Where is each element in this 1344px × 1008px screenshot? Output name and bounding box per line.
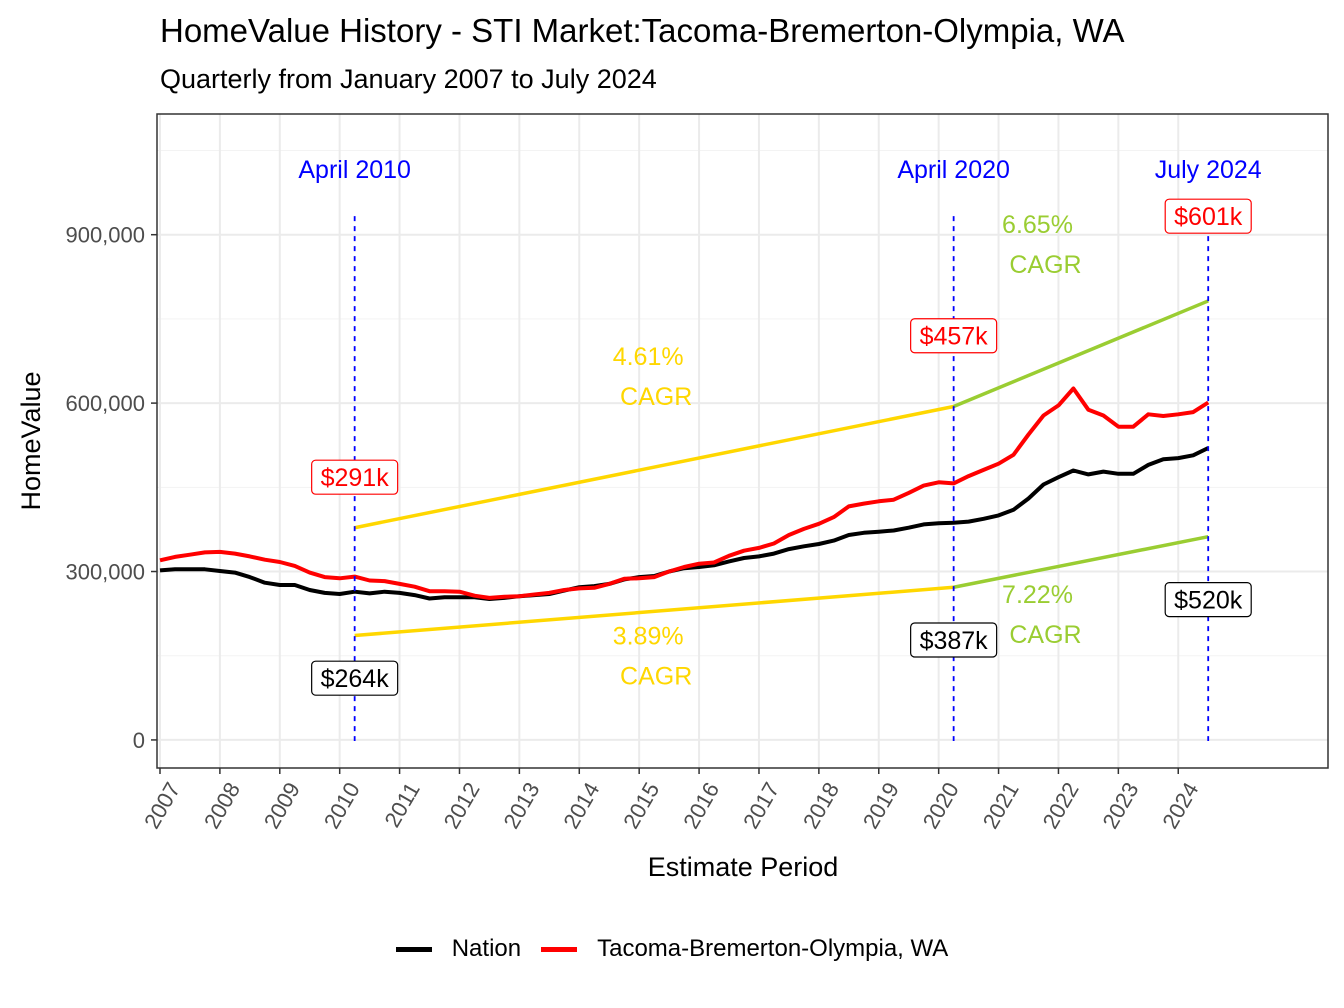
x-tick-label: 2021 [978, 778, 1024, 833]
date-marker-label-1: April 2020 [897, 156, 1010, 184]
value-label-box-2 [910, 318, 998, 354]
axes: 0 300,000 600,000 900,000 2007 2008 2009 2010 20… [65, 223, 1203, 833]
x-tick-label: 2007 [139, 778, 185, 833]
x-tick-label: 2022 [1038, 778, 1084, 833]
x-tick-label: 2015 [618, 778, 664, 833]
legend-item-market: Tacoma-Bremerton-Olympia, WA [541, 935, 948, 963]
cagr-trend-line-3 [953, 534, 1209, 589]
value-label-text-0: $291k [321, 464, 390, 492]
series-line-market [159, 386, 1210, 600]
x-tick-label: 2014 [558, 778, 604, 833]
chart-title: HomeValue History - STI Market:Tacoma-Br… [160, 12, 1125, 49]
x-tick-label: 2023 [1097, 778, 1143, 833]
chart-subtitle: Quarterly from January 2007 to July 2024 [160, 64, 657, 94]
x-tick-label: 2009 [259, 778, 305, 833]
legend-key-nation [395, 946, 432, 952]
value-label-text-3: $387k [920, 627, 989, 655]
cagr-trend-line-1 [952, 299, 1209, 409]
date-marker-label-2: July 2024 [1155, 156, 1262, 184]
date-marker-label-0: April 2010 [298, 156, 411, 184]
x-tick-label: 2017 [738, 778, 784, 833]
value-label-5: $520k [1164, 581, 1252, 618]
date-markers: April 2010 April 2020 July 2024 [298, 156, 1262, 741]
value-label-box-5 [1164, 581, 1252, 618]
grid [157, 114, 1328, 768]
y-tick-label: 300,000 [65, 560, 145, 585]
y-tick-label: 0 [133, 728, 145, 753]
x-tick-label: 2024 [1157, 778, 1203, 833]
x-tick-label: 2008 [199, 778, 245, 833]
y-tick-label: 900,000 [65, 223, 145, 248]
value-label-box-1 [311, 660, 399, 696]
x-tick-label: 2019 [858, 778, 904, 833]
cagr-pct-label-2: 6.65% [1002, 211, 1073, 239]
cagr-word-label-2: CAGR [1009, 251, 1081, 279]
x-axis-title: Estimate Period [648, 852, 839, 882]
value-label-box-4 [1164, 198, 1252, 234]
cagr-word-label-0: CAGR [620, 383, 692, 411]
cagr-trend-lines [354, 299, 1209, 638]
y-tick-label: 600,000 [65, 391, 145, 416]
value-label-text-4: $601k [1174, 203, 1243, 231]
chart-canvas: April 2010 April 2020 July 2024 $291k $264k… [16, 113, 1329, 882]
series-lines [159, 386, 1210, 601]
value-label-text-5: $520k [1174, 587, 1243, 615]
legend-label-nation: Nation [451, 935, 522, 962]
x-tick-label: 2010 [319, 778, 365, 833]
x-tick-label: 2020 [918, 778, 964, 833]
legend-label-market: Tacoma-Bremerton-Olympia, WA [597, 935, 949, 962]
legend-item-nation: Nation [395, 935, 522, 963]
x-tick-label: 2018 [798, 778, 844, 833]
x-tick-label: 2016 [678, 778, 724, 833]
value-label-text-1: $264k [321, 665, 390, 693]
x-tick-label: 2012 [439, 778, 485, 833]
value-label-box-3 [910, 622, 998, 658]
cagr-trend-line-2 [354, 585, 954, 638]
value-label-3: $387k [910, 622, 998, 658]
value-label-box-0 [311, 459, 399, 495]
cagr-word-label-1: CAGR [620, 663, 692, 691]
panel-border [156, 113, 1329, 769]
x-tick-label: 2011 [379, 778, 424, 831]
cagr-trend-line-0 [354, 404, 954, 530]
cagr-pct-label-1: 3.89% [613, 623, 684, 651]
y-axis-title: HomeValue [16, 371, 46, 510]
legend-key-market [541, 946, 578, 952]
value-label-text-2: $457k [920, 323, 989, 351]
cagr-pct-label-0: 4.61% [613, 343, 684, 371]
value-label-4: $601k [1164, 198, 1252, 234]
cagr-word-label-3: CAGR [1009, 621, 1081, 649]
value-label-0: $291k [311, 459, 399, 495]
value-label-1: $264k [311, 660, 399, 696]
value-label-2: $457k [910, 318, 998, 354]
legend: Nation Tacoma-Bremerton-Olympia, WA [0, 935, 1344, 963]
value-labels: $291k $264k $457k $387k $601k $520k 4.61% CAGR 3… [311, 198, 1252, 696]
cagr-pct-label-3: 7.22% [1002, 581, 1073, 609]
x-tick-label: 2013 [498, 778, 544, 833]
